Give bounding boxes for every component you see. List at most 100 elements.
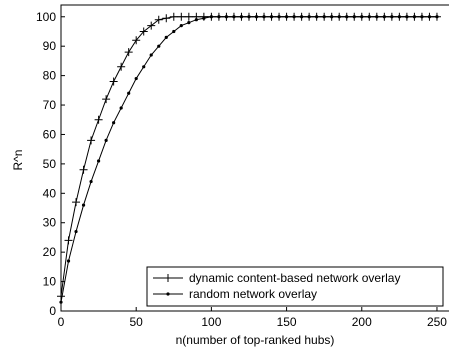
marker [119,106,123,110]
x-tick-label: 100 [201,315,221,329]
y-tick-label: 10 [43,275,57,289]
marker [254,15,259,19]
marker [162,14,171,23]
marker [247,15,251,19]
marker [139,27,148,36]
marker [367,15,371,19]
marker [154,15,163,24]
marker [102,95,111,104]
marker [315,15,319,19]
marker [127,91,131,95]
marker [435,15,439,19]
marker [89,179,93,184]
marker [337,15,341,19]
marker [360,15,364,19]
marker [194,18,198,22]
marker [420,15,424,19]
marker [322,15,326,19]
series [57,12,441,301]
marker [397,15,401,19]
marker [262,15,266,19]
marker [72,198,81,207]
marker [94,115,103,124]
marker [187,21,191,25]
marker [142,65,146,69]
marker [292,15,296,19]
marker [405,15,409,19]
marker [345,15,349,19]
marker [382,15,386,19]
marker [64,236,73,245]
marker [172,29,176,34]
y-tick-label: 50 [43,157,57,171]
marker [124,48,133,57]
y-tick-label: 30 [43,216,57,230]
legend-marker [164,274,172,282]
marker [300,15,304,19]
marker [217,15,221,19]
marker [427,15,432,19]
legend: dynamic content-based network overlay ran… [146,266,444,307]
marker [104,138,108,142]
marker [202,16,206,20]
y-tick-label: 80 [43,69,57,83]
marker [149,53,153,57]
marker [134,76,138,81]
marker [284,15,289,19]
marker [57,292,65,301]
marker [209,15,213,19]
marker [164,35,168,39]
marker [169,12,178,21]
marker [179,23,183,28]
marker [232,15,236,19]
y-tick-label: 0 [49,304,56,318]
marker [277,15,281,19]
marker [177,12,186,21]
x-tick-label: 250 [427,315,447,329]
marker [79,165,88,174]
marker [352,15,356,19]
marker [132,36,141,45]
data-line [60,16,437,303]
y-tick-label: 100 [36,10,56,24]
marker [269,15,274,19]
y-tick-label: 70 [43,98,57,112]
y-tick-label: 90 [43,39,57,53]
x-tick-label: 0 [58,315,65,329]
marker [412,15,417,19]
legend-label: dynamic content-based network overlay [189,271,400,285]
legend-marker [166,292,170,296]
marker [157,44,161,48]
marker [224,15,229,19]
legend-box [146,266,444,307]
series [59,15,439,304]
marker [81,203,86,207]
x-tick-label: 200 [352,315,372,329]
marker [112,121,116,125]
x-tick-label: 50 [130,315,144,329]
marker [239,15,244,19]
marker [307,15,311,19]
y-tick-label: 60 [43,127,57,141]
x-tick-label: 150 [277,315,297,329]
marker [96,159,101,163]
x-axis-label: n(number of top-ranked hubs) [176,333,335,347]
marker [59,300,63,304]
marker [74,229,78,234]
marker [147,21,156,30]
legend-label: random network overlay [189,287,317,301]
plot-frame [60,4,449,312]
marker [66,259,71,263]
marker [330,15,334,19]
marker [184,12,193,21]
marker [390,15,394,19]
marker [117,62,126,71]
y-tick-label: 20 [43,245,57,259]
marker [375,15,379,19]
y-axis-label: R^n [11,150,25,171]
data-line [60,16,437,297]
y-tick-label: 40 [43,186,57,200]
marker [109,77,118,86]
marker [87,136,96,145]
